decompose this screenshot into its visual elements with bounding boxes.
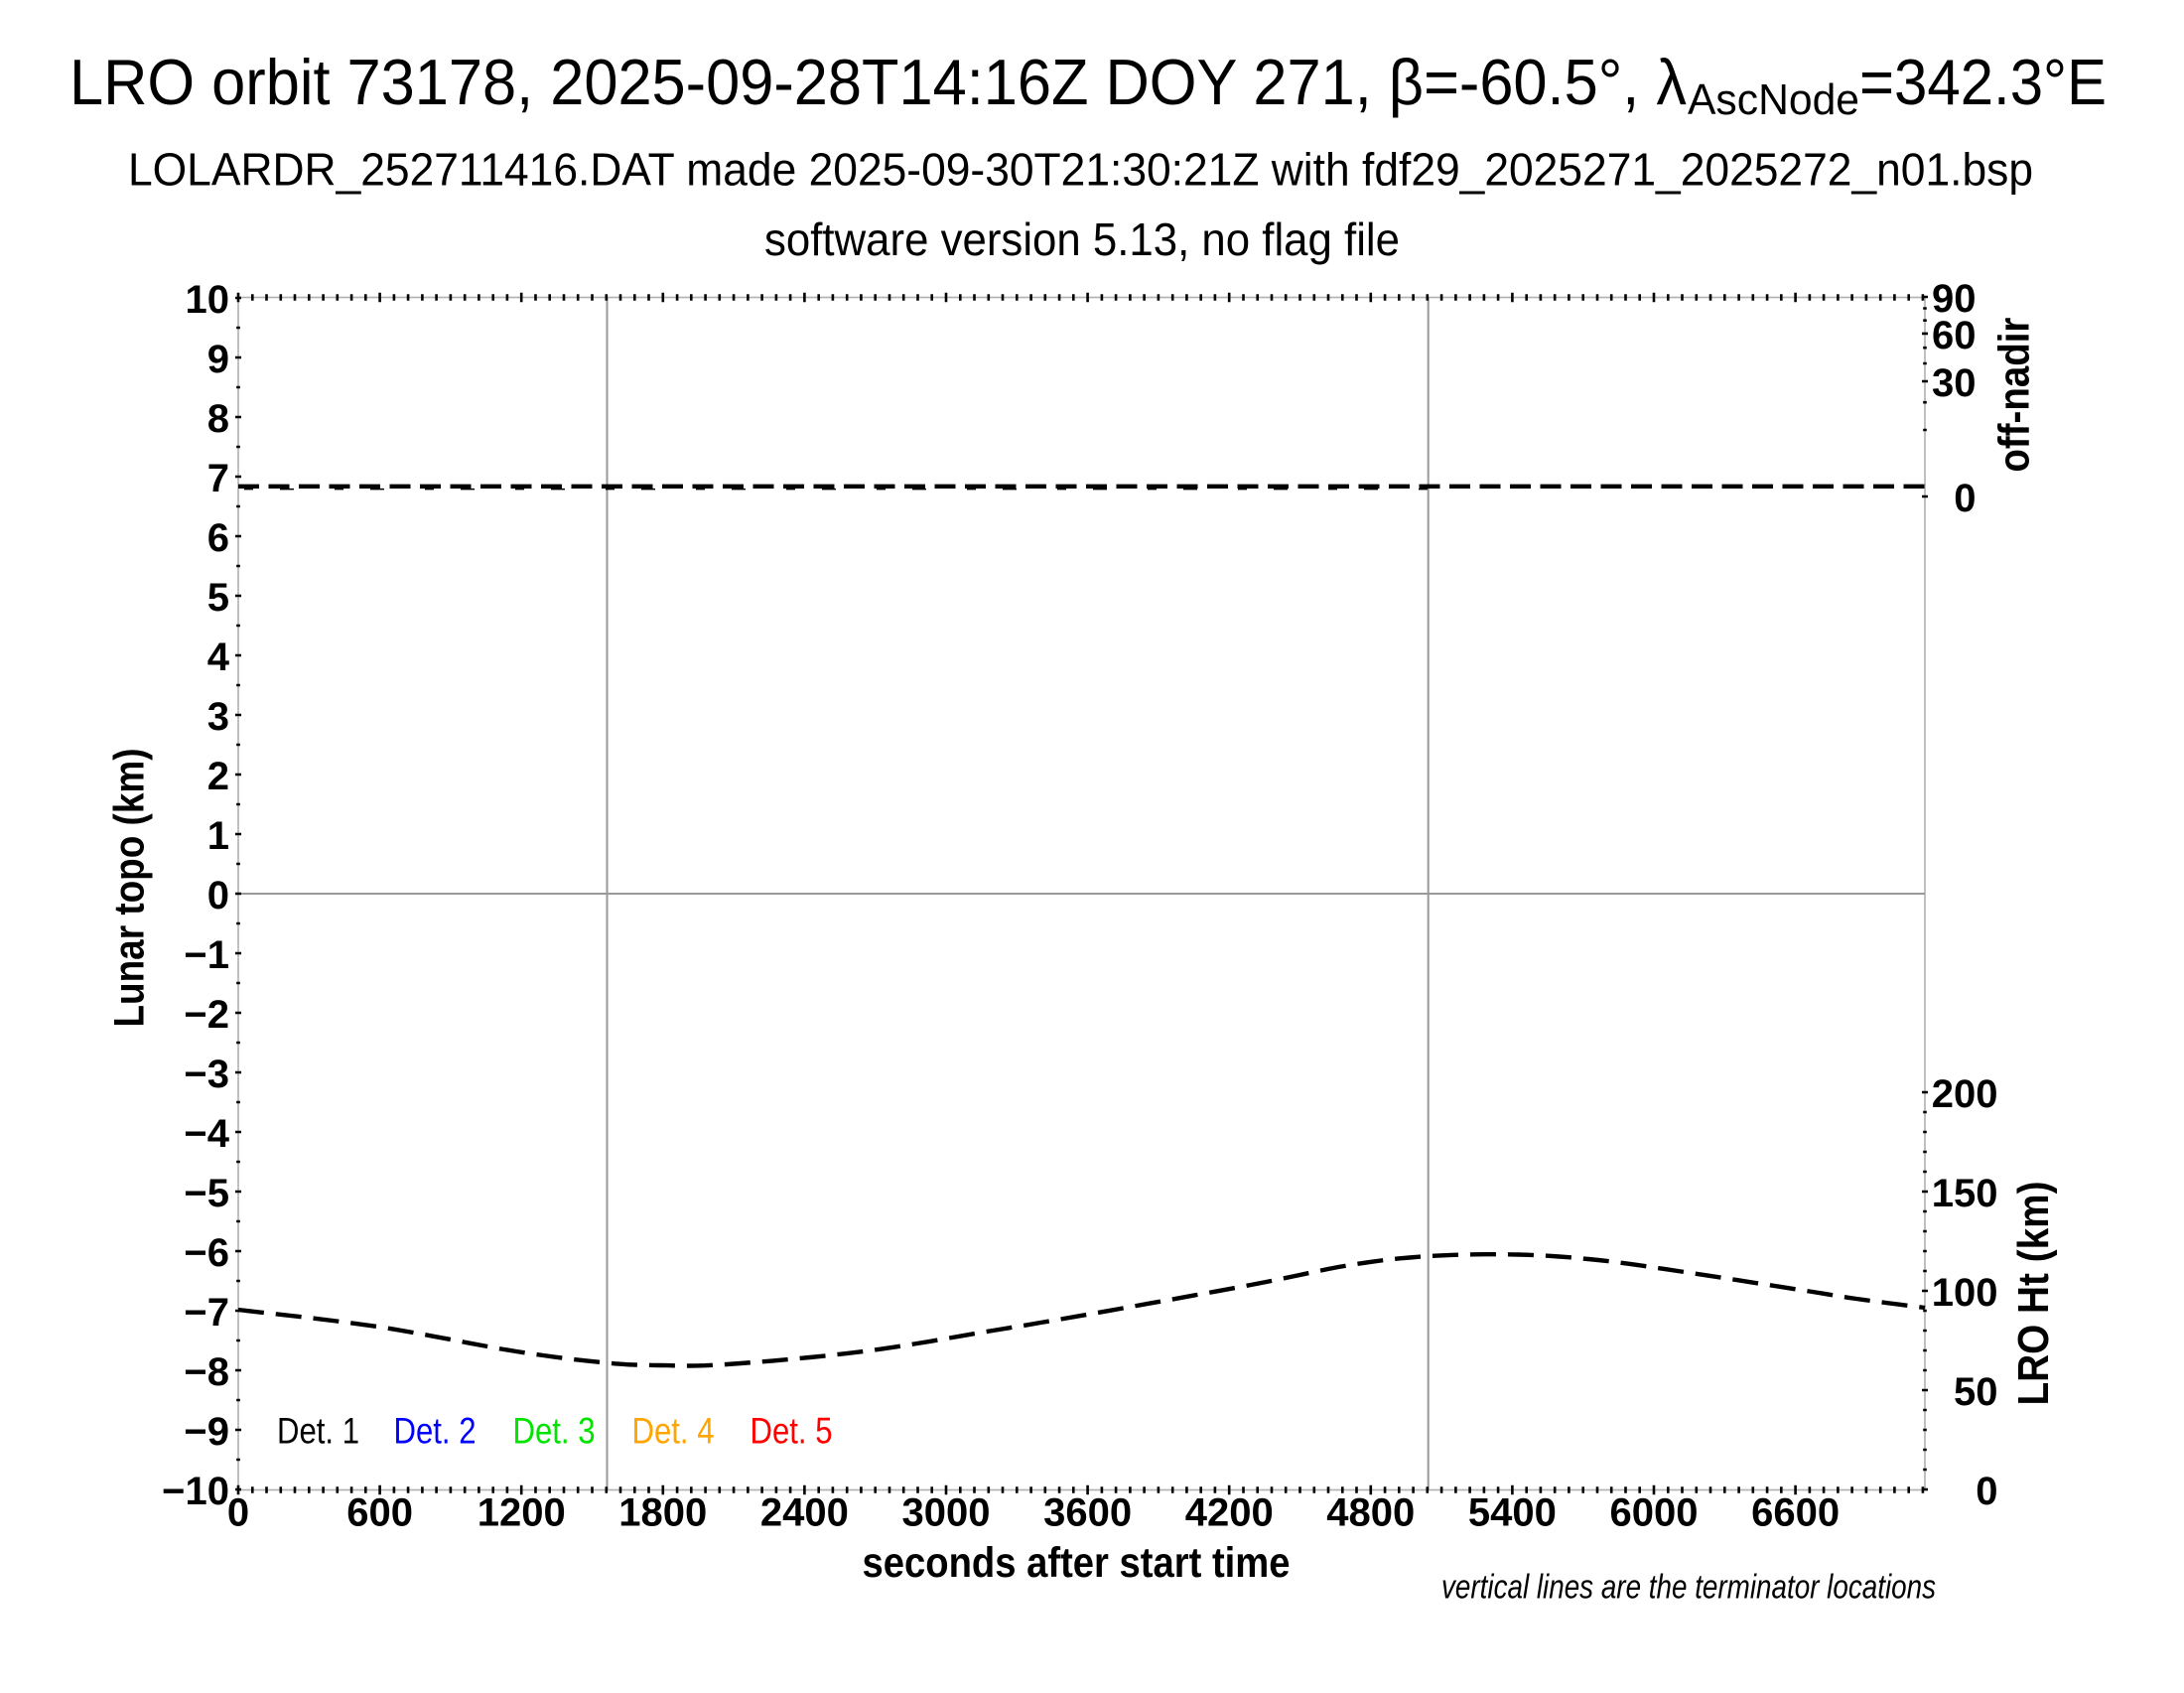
svg-text:1200: 1200 — [478, 1491, 566, 1535]
svg-text:Det. 2: Det. 2 — [394, 1411, 477, 1452]
svg-text:4: 4 — [207, 635, 230, 679]
svg-text:10: 10 — [186, 278, 230, 322]
svg-text:6000: 6000 — [1610, 1491, 1699, 1535]
svg-text:−4: −4 — [184, 1112, 229, 1156]
svg-text:0: 0 — [227, 1491, 249, 1535]
svg-text:−1: −1 — [184, 933, 229, 977]
svg-text:seconds after start time: seconds after start time — [863, 1539, 1291, 1587]
svg-text:60: 60 — [1932, 314, 1977, 357]
svg-text:150: 150 — [1932, 1172, 1998, 1215]
svg-text:−10: −10 — [162, 1470, 229, 1513]
svg-text:3: 3 — [207, 695, 229, 739]
svg-text:5: 5 — [207, 576, 229, 620]
svg-text:200: 200 — [1932, 1072, 1998, 1116]
svg-text:−7: −7 — [184, 1291, 229, 1335]
svg-text:1: 1 — [207, 814, 229, 858]
svg-text:Det. 1: Det. 1 — [277, 1411, 359, 1452]
svg-text:−3: −3 — [184, 1053, 229, 1096]
svg-text:3000: 3000 — [902, 1491, 991, 1535]
svg-text:AscNode: AscNode — [1688, 75, 1859, 124]
svg-text:LRO orbit 73178, 2025-09-28T14: LRO orbit 73178, 2025-09-28T14:16Z DOY 2… — [69, 46, 1687, 118]
svg-text:Lunar topo (km): Lunar topo (km) — [106, 749, 154, 1028]
svg-text:50: 50 — [1954, 1370, 1998, 1414]
svg-text:2400: 2400 — [760, 1491, 849, 1535]
svg-text:3600: 3600 — [1043, 1491, 1132, 1535]
svg-text:600: 600 — [346, 1491, 413, 1535]
svg-text:0: 0 — [1976, 1470, 1997, 1513]
svg-text:5400: 5400 — [1468, 1491, 1557, 1535]
svg-text:LRO Ht (km): LRO Ht (km) — [2009, 1182, 2058, 1406]
svg-text:=342.3°E: =342.3°E — [1859, 46, 2107, 118]
svg-text:LOLARDR_252711416.DAT made 202: LOLARDR_252711416.DAT made 2025-09-30T21… — [128, 144, 2033, 196]
svg-text:Det. 4: Det. 4 — [632, 1411, 715, 1452]
svg-text:6: 6 — [207, 516, 229, 560]
svg-text:90: 90 — [1932, 277, 1977, 321]
svg-text:Det. 3: Det. 3 — [513, 1411, 596, 1452]
svg-text:9: 9 — [207, 338, 229, 381]
svg-text:vertical lines are the termina: vertical lines are the terminator locati… — [1441, 1569, 1936, 1607]
svg-text:1800: 1800 — [618, 1491, 707, 1535]
svg-text:6600: 6600 — [1751, 1491, 1840, 1535]
svg-text:off-nadir: off-nadir — [1990, 318, 2039, 473]
svg-text:0: 0 — [1954, 477, 1976, 520]
svg-text:−5: −5 — [184, 1172, 229, 1215]
svg-text:100: 100 — [1932, 1271, 1998, 1315]
svg-text:4800: 4800 — [1326, 1491, 1415, 1535]
svg-text:4200: 4200 — [1185, 1491, 1274, 1535]
svg-text:2: 2 — [207, 755, 229, 798]
svg-text:0: 0 — [207, 874, 229, 917]
svg-text:−8: −8 — [184, 1350, 229, 1394]
svg-text:8: 8 — [207, 397, 229, 441]
svg-text:−9: −9 — [184, 1410, 229, 1454]
svg-text:7: 7 — [207, 457, 229, 500]
svg-text:Det. 5: Det. 5 — [751, 1411, 833, 1452]
svg-text:software version 5.13, no flag: software version 5.13, no flag file — [764, 213, 1400, 265]
svg-text:30: 30 — [1932, 361, 1977, 405]
svg-text:−6: −6 — [184, 1231, 229, 1275]
svg-text:−2: −2 — [184, 993, 229, 1037]
